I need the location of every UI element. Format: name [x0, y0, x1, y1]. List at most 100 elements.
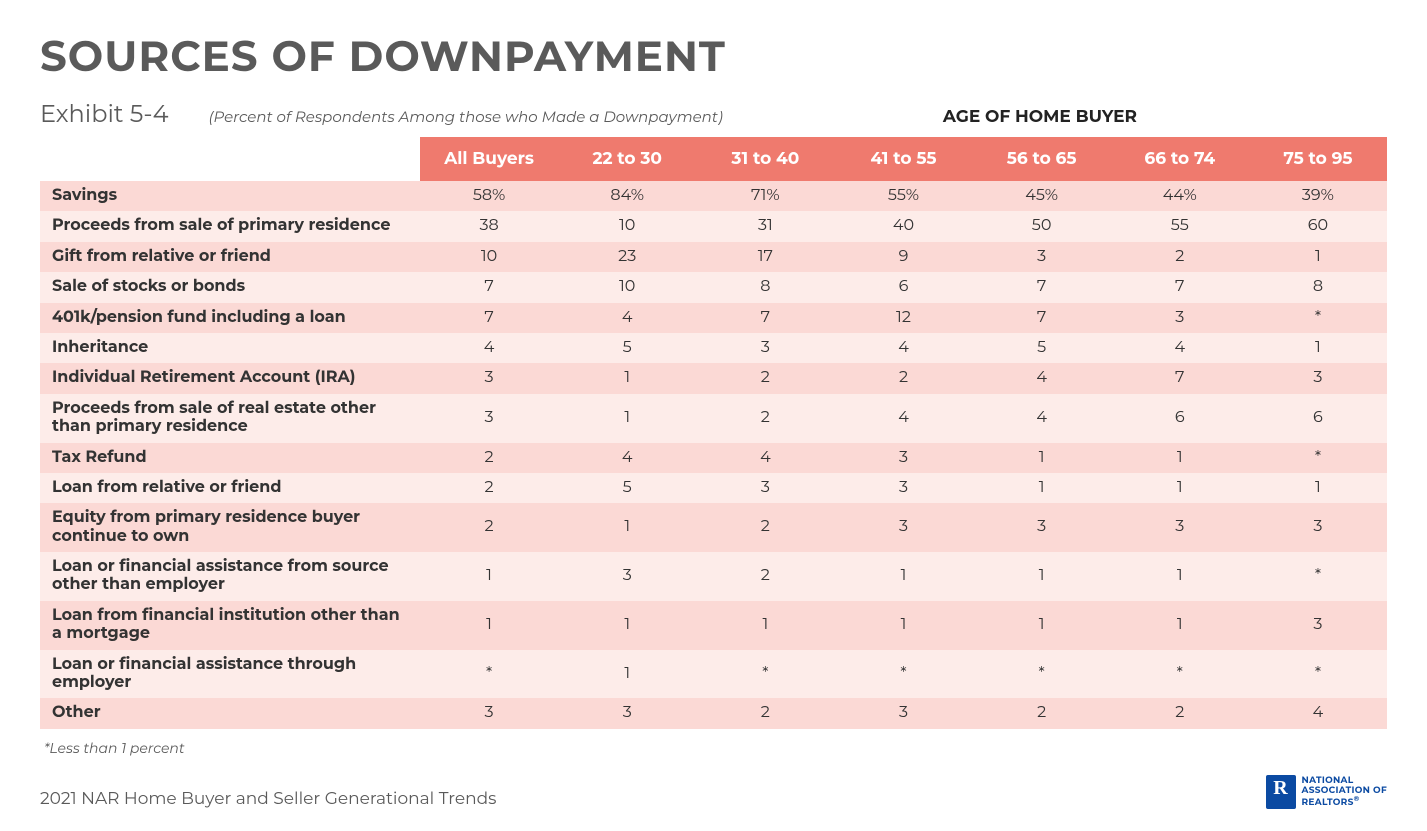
cell-value: 58% [420, 181, 558, 211]
cell-value: * [1249, 650, 1387, 699]
age-of-buyer-header: AGE OF HOME BUYER [943, 107, 1137, 127]
column-header: 66 to 74 [1111, 137, 1249, 181]
logo-line2: ASSOCIATION OF [1302, 785, 1388, 796]
cell-value: * [1249, 303, 1387, 333]
cell-value: 3 [834, 503, 972, 552]
cell-value: 1 [973, 601, 1111, 650]
cell-value: 3 [558, 698, 696, 728]
table-row: 401k/pension fund including a loan747127… [40, 303, 1387, 333]
row-label: Other [40, 698, 420, 728]
cell-value: 2 [834, 363, 972, 393]
nar-logo-icon [1266, 775, 1296, 809]
cell-value: 4 [558, 443, 696, 473]
table-row: Gift from relative or friend1023179321 [40, 242, 1387, 272]
row-label: Proceeds from sale of real estate other … [40, 394, 420, 443]
table-row: Savings58%84%71%55%45%44%39% [40, 181, 1387, 211]
cell-value: 2 [696, 503, 834, 552]
cell-value: 2 [973, 698, 1111, 728]
cell-value: 10 [558, 272, 696, 302]
table-row: Individual Retirement Account (IRA)31224… [40, 363, 1387, 393]
table-row: Proceeds from sale of real estate other … [40, 394, 1387, 443]
table-row: Sale of stocks or bonds71086778 [40, 272, 1387, 302]
source-line: 2021 NAR Home Buyer and Seller Generatio… [40, 789, 496, 809]
cell-value: 7 [973, 272, 1111, 302]
cell-value: 7 [420, 303, 558, 333]
cell-value: 1 [1111, 601, 1249, 650]
cell-value: 1 [558, 394, 696, 443]
cell-value: 7 [973, 303, 1111, 333]
cell-value: 1 [834, 552, 972, 601]
cell-value: 3 [834, 698, 972, 728]
cell-value: 1 [558, 363, 696, 393]
cell-value: 3 [1111, 303, 1249, 333]
cell-value: 4 [973, 363, 1111, 393]
cell-value: 3 [1249, 503, 1387, 552]
cell-value: 12 [834, 303, 972, 333]
cell-value: 1 [696, 601, 834, 650]
cell-value: 3 [696, 333, 834, 363]
cell-value: 5 [973, 333, 1111, 363]
row-label: Sale of stocks or bonds [40, 272, 420, 302]
cell-value: 17 [696, 242, 834, 272]
cell-value: 2 [420, 503, 558, 552]
row-label: Loan or financial assistance from source… [40, 552, 420, 601]
cell-value: 3 [973, 503, 1111, 552]
cell-value: 4 [558, 303, 696, 333]
table-row: Loan or financial assistance from source… [40, 552, 1387, 601]
cell-value: 1 [1111, 473, 1249, 503]
cell-value: 3 [834, 473, 972, 503]
cell-value: 45% [973, 181, 1111, 211]
cell-value: 7 [1111, 363, 1249, 393]
cell-value: 7 [420, 272, 558, 302]
column-header: 56 to 65 [973, 137, 1111, 181]
downpayment-sources-table: All Buyers22 to 3031 to 4041 to 5556 to … [40, 137, 1387, 729]
cell-value: 4 [420, 333, 558, 363]
cell-value: 6 [1111, 394, 1249, 443]
cell-value: 55 [1111, 211, 1249, 241]
row-label: Inheritance [40, 333, 420, 363]
page-title: SOURCES OF DOWNPAYMENT [40, 30, 1387, 82]
cell-value: 2 [420, 443, 558, 473]
cell-value: 10 [420, 242, 558, 272]
column-header: 31 to 40 [696, 137, 834, 181]
table-row: Other3323224 [40, 698, 1387, 728]
cell-value: 3 [420, 394, 558, 443]
cell-value: 40 [834, 211, 972, 241]
cell-value: 2 [696, 394, 834, 443]
subtitle-paren: (Percent of Respondents Among those who … [209, 107, 723, 126]
cell-value: 3 [696, 473, 834, 503]
table-row: Inheritance4534541 [40, 333, 1387, 363]
cell-value: 44% [1111, 181, 1249, 211]
cell-value: 2 [696, 552, 834, 601]
logo-registered: ® [1354, 794, 1360, 803]
cell-value: 4 [1249, 698, 1387, 728]
cell-value: 2 [420, 473, 558, 503]
cell-value: 9 [834, 242, 972, 272]
cell-value: 3 [558, 552, 696, 601]
cell-value: * [696, 650, 834, 699]
cell-value: 4 [973, 394, 1111, 443]
cell-value: 1 [558, 503, 696, 552]
cell-value: 5 [558, 473, 696, 503]
cell-value: 2 [1111, 242, 1249, 272]
cell-value: 60 [1249, 211, 1387, 241]
cell-value: 38 [420, 211, 558, 241]
column-header: 75 to 95 [1249, 137, 1387, 181]
cell-value: * [420, 650, 558, 699]
cell-value: 23 [558, 242, 696, 272]
cell-value: 3 [1249, 601, 1387, 650]
row-label: Loan or financial assistance through emp… [40, 650, 420, 699]
table-row: Loan from financial institution other th… [40, 601, 1387, 650]
cell-value: 71% [696, 181, 834, 211]
cell-value: 6 [1249, 394, 1387, 443]
cell-value: 1 [973, 552, 1111, 601]
column-header: All Buyers [420, 137, 558, 181]
cell-value: 31 [696, 211, 834, 241]
cell-value: 1 [558, 650, 696, 699]
cell-value: 55% [834, 181, 972, 211]
cell-value: 1 [420, 552, 558, 601]
cell-value: 3 [1249, 363, 1387, 393]
table-header-blank [40, 137, 420, 181]
row-label: Tax Refund [40, 443, 420, 473]
row-label: Proceeds from sale of primary residence [40, 211, 420, 241]
